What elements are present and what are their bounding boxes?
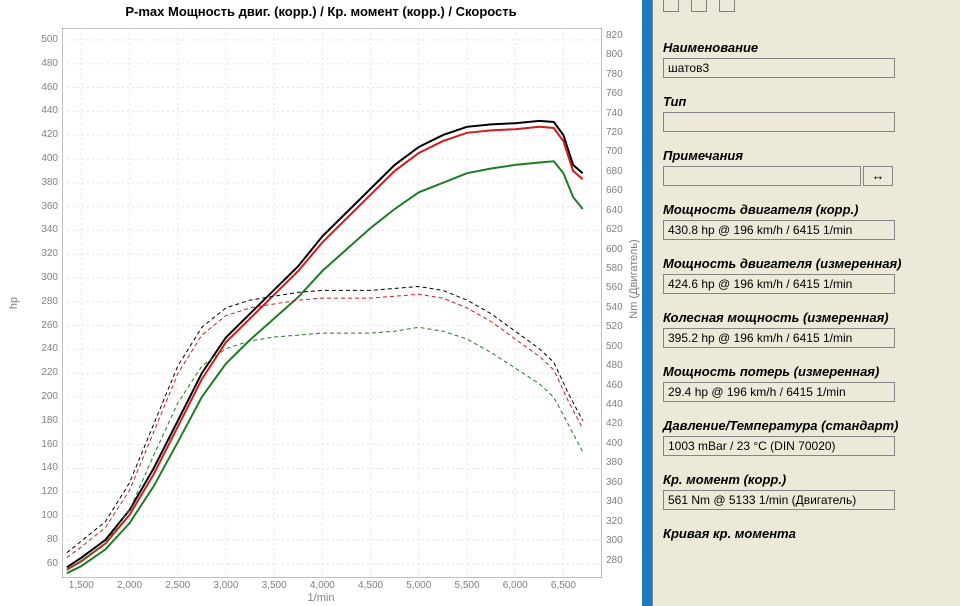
y1-axis-label: hp bbox=[8, 297, 20, 309]
vertical-separator bbox=[642, 0, 652, 606]
tick-label: 640 bbox=[606, 205, 623, 216]
tick-label: 420 bbox=[24, 129, 58, 140]
tick-label: 260 bbox=[24, 320, 58, 331]
tick-label: 4,500 bbox=[358, 580, 383, 591]
tick-label: 280 bbox=[24, 296, 58, 307]
tick-label: 740 bbox=[606, 108, 623, 119]
notes-input[interactable] bbox=[663, 166, 861, 186]
tick-label: 700 bbox=[606, 146, 623, 157]
chart-title: P-max Мощность двиг. (корр.) / Кр. момен… bbox=[0, 4, 642, 19]
power_wheel-input[interactable] bbox=[663, 328, 895, 348]
name-input[interactable] bbox=[663, 58, 895, 78]
power_loss-input[interactable] bbox=[663, 382, 895, 402]
tick-label: 320 bbox=[606, 516, 623, 527]
tick-label: 500 bbox=[24, 34, 58, 45]
power_wheel-label: Колесная мощность (измеренная) bbox=[663, 310, 954, 325]
tick-label: 340 bbox=[606, 496, 623, 507]
tick-label: 480 bbox=[606, 360, 623, 371]
tick-label: 820 bbox=[606, 30, 623, 41]
tick-label: 200 bbox=[24, 391, 58, 402]
tick-label: 460 bbox=[24, 82, 58, 93]
y2-axis-label: Nm (Двигатель) bbox=[628, 239, 640, 318]
tick-label: 620 bbox=[606, 224, 623, 235]
tick-label: 480 bbox=[24, 58, 58, 69]
tick-label: 300 bbox=[24, 272, 58, 283]
tick-label: 5,500 bbox=[454, 580, 479, 591]
tick-label: 160 bbox=[24, 439, 58, 450]
tick-label: 140 bbox=[24, 462, 58, 473]
power_meas-input[interactable] bbox=[663, 274, 895, 294]
x-axis-label: 1/min bbox=[308, 592, 335, 604]
tick-label: 380 bbox=[24, 177, 58, 188]
tick-label: 760 bbox=[606, 88, 623, 99]
toolbar-icon-1[interactable] bbox=[663, 0, 679, 12]
chart-plot bbox=[62, 28, 602, 578]
press_temp-input[interactable] bbox=[663, 436, 895, 456]
tick-label: 580 bbox=[606, 263, 623, 274]
toolbar-icon-2[interactable] bbox=[691, 0, 707, 12]
tick-label: 660 bbox=[606, 185, 623, 196]
tick-label: 6,000 bbox=[503, 580, 528, 591]
tick-label: 300 bbox=[606, 535, 623, 546]
tick-label: 3,500 bbox=[262, 580, 287, 591]
tick-label: 560 bbox=[606, 282, 623, 293]
tick-label: 380 bbox=[606, 457, 623, 468]
tick-label: 400 bbox=[606, 438, 623, 449]
power_corr-input[interactable] bbox=[663, 220, 895, 240]
tick-label: 60 bbox=[24, 558, 58, 569]
tick-label: 120 bbox=[24, 486, 58, 497]
press_temp-label: Давление/Температура (стандарт) bbox=[663, 418, 954, 433]
chart-pane: P-max Мощность двиг. (корр.) / Кр. момен… bbox=[0, 0, 642, 606]
tick-label: 320 bbox=[24, 248, 58, 259]
tick-label: 420 bbox=[606, 418, 623, 429]
tick-label: 5,000 bbox=[406, 580, 431, 591]
tick-label: 360 bbox=[606, 477, 623, 488]
tick-label: 80 bbox=[24, 534, 58, 545]
tick-label: 280 bbox=[606, 555, 623, 566]
tick-label: 400 bbox=[24, 153, 58, 164]
tick-label: 2,500 bbox=[165, 580, 190, 591]
tick-label: 460 bbox=[606, 380, 623, 391]
tick-label: 360 bbox=[24, 201, 58, 212]
tick-label: 6,500 bbox=[551, 580, 576, 591]
tick-label: 800 bbox=[606, 49, 623, 60]
tick-label: 680 bbox=[606, 166, 623, 177]
tick-label: 540 bbox=[606, 302, 623, 313]
notes-label: Примечания bbox=[663, 148, 954, 163]
toolbar-icons bbox=[663, 0, 735, 12]
form-panel: Наименование Тип Примечания ↔ Мощность двига… bbox=[652, 0, 960, 606]
tick-label: 3,000 bbox=[213, 580, 238, 591]
power_loss-label: Мощность потерь (измеренная) bbox=[663, 364, 954, 379]
tick-label: 440 bbox=[606, 399, 623, 410]
type-label: Тип bbox=[663, 94, 954, 109]
tick-label: 780 bbox=[606, 69, 623, 80]
tick-label: 4,000 bbox=[310, 580, 335, 591]
tick-label: 2,000 bbox=[117, 580, 142, 591]
tick-label: 100 bbox=[24, 510, 58, 521]
tick-label: 720 bbox=[606, 127, 623, 138]
power_corr-label: Мощность двигателя (корр.) bbox=[663, 202, 954, 217]
tick-label: 180 bbox=[24, 415, 58, 426]
torque_corr-input[interactable] bbox=[663, 490, 895, 510]
tick-label: 600 bbox=[606, 244, 623, 255]
tick-label: 440 bbox=[24, 105, 58, 116]
tick-label: 520 bbox=[606, 321, 623, 332]
type-input[interactable] bbox=[663, 112, 895, 132]
notes-swap-button[interactable]: ↔ bbox=[863, 166, 893, 186]
tick-label: 220 bbox=[24, 367, 58, 378]
trailing-label: Кривая кр. момента bbox=[663, 526, 954, 541]
tick-label: 1,500 bbox=[69, 580, 94, 591]
tick-label: 500 bbox=[606, 341, 623, 352]
power_meas-label: Мощность двигателя (измеренная) bbox=[663, 256, 954, 271]
torque_corr-label: Кр. момент (корр.) bbox=[663, 472, 954, 487]
name-label: Наименование bbox=[663, 40, 954, 55]
toolbar-icon-3[interactable] bbox=[719, 0, 735, 12]
tick-label: 240 bbox=[24, 343, 58, 354]
tick-label: 340 bbox=[24, 224, 58, 235]
